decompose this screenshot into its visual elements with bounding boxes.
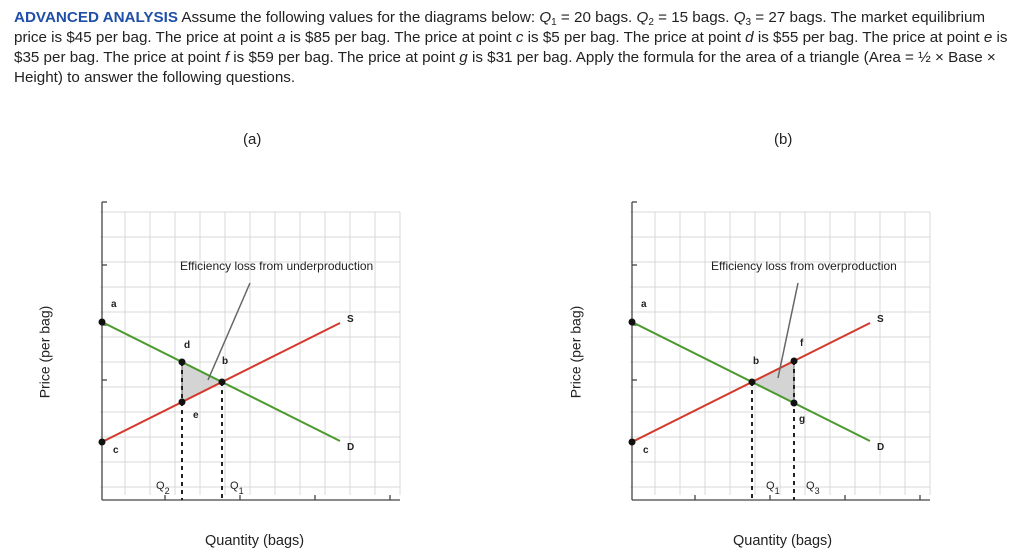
panel-a-supply-label: S: [347, 314, 354, 325]
problem-tag: ADVANCED ANALYSIS: [14, 9, 178, 26]
problem-text: Assume the following values for the diag…: [178, 9, 540, 26]
panel-a-point-a-dot: [98, 318, 106, 326]
panel-a-grid: [100, 211, 401, 495]
panel-a-point-c-dot: [98, 438, 106, 446]
q2-symbol: Q: [636, 9, 649, 26]
panel-a-x-axis-label: Quantity (bags): [205, 533, 305, 549]
panel-b-graph: Efficiency loss from overproduction a c …: [628, 201, 931, 501]
panel-b-deadweight-loss-triangle: [750, 360, 795, 404]
panel-a-demand-label: D: [347, 442, 354, 453]
panel-b-supply-label: S: [877, 314, 884, 325]
panel-a-point-d-dot: [178, 358, 186, 366]
panel-a-annotation-pointer: [207, 282, 251, 381]
panel-b-point-g-label: g: [799, 414, 805, 425]
q1-symbol: Q: [539, 9, 552, 26]
panel-a-graph: Efficiency loss from underproduction a c…: [98, 201, 401, 501]
panel-b-point-b-label: b: [753, 356, 759, 367]
panel-a-points: [98, 318, 226, 446]
q2-sub: 2: [648, 17, 654, 28]
panel-b-point-a-label: a: [641, 299, 647, 310]
panel-a-point-e-label: e: [193, 410, 199, 421]
panel-b-point-c-dot: [628, 438, 636, 446]
panel-a-q1-label: Q1: [230, 480, 244, 496]
panel-a-point-b-dot: [218, 378, 226, 386]
problem-text: is $59 per bag. The price at point: [229, 49, 460, 66]
panel-b-axes: [631, 201, 930, 501]
panel-b-point-b-dot: [748, 378, 756, 386]
panel-b-q1-label: Q1: [766, 480, 780, 496]
point-d-ref: d: [745, 29, 754, 46]
panel-b-point-f-dot: [790, 357, 798, 365]
panel-b-point-g-dot: [790, 399, 798, 407]
point-g-ref: g: [459, 49, 468, 66]
q3-symbol: Q: [733, 9, 746, 26]
problem-text: = 15 bags.: [653, 9, 734, 26]
problem-text: = 20 bags.: [556, 9, 637, 26]
panel-b-annotation: Efficiency loss from overproduction: [711, 259, 897, 273]
panel-b-annotation-pointer: [777, 282, 799, 379]
panel-a-point-c-label: c: [113, 445, 119, 456]
panel-b-point-a-dot: [628, 318, 636, 326]
panel-b-points: [628, 318, 798, 446]
point-f-ref: f: [224, 49, 230, 66]
q3-sub: 3: [745, 17, 752, 28]
panel-b-title: (b): [774, 131, 793, 148]
panel-a-point-a-label: a: [111, 299, 117, 310]
problem-text: is $5 per bag. The price at point: [523, 29, 746, 46]
problem-text: is $35 per bag. The price at point: [14, 29, 1008, 66]
panel-b-x-axis-label: Quantity (bags): [733, 533, 833, 549]
panel-a-axes: [101, 201, 400, 501]
point-c-ref: c: [515, 29, 524, 46]
problem-text: is $85 per bag. The price at point: [285, 29, 516, 46]
problem-text: = 27 bags. The market equilibrium price …: [14, 9, 986, 46]
panel-b-point-f-label: f: [800, 338, 804, 349]
panel-a-annotation: Efficiency loss from underproduction: [180, 259, 373, 273]
panel-b-point-c-label: c: [643, 445, 649, 456]
panel-a-y-axis-label: Price (per bag): [36, 305, 53, 399]
panel-b-demand-label: D: [877, 442, 884, 453]
panel-a-q2-label: Q2: [156, 480, 170, 496]
panel-b-q3-label: Q3: [806, 480, 820, 496]
panel-b-y-axis-label: Price (per bag): [567, 305, 584, 399]
panel-a-title: (a): [243, 131, 262, 148]
panel-b-grid: [630, 211, 931, 495]
point-a-ref: a: [277, 29, 286, 46]
problem-text: is $31 per bag. Apply the formula for th…: [14, 49, 996, 86]
panel-a-point-d-label: d: [184, 340, 190, 351]
point-e-ref: e: [983, 29, 993, 46]
q1-sub: 1: [551, 17, 557, 28]
problem-statement: ADVANCED ANALYSIS Assume the following v…: [14, 8, 1014, 88]
problem-text: is $55 per bag. The price at point: [753, 29, 984, 46]
panel-a-point-b-label: b: [222, 356, 228, 367]
panel-a-deadweight-loss-triangle: [181, 361, 224, 403]
panel-a-point-e-dot: [178, 398, 186, 406]
